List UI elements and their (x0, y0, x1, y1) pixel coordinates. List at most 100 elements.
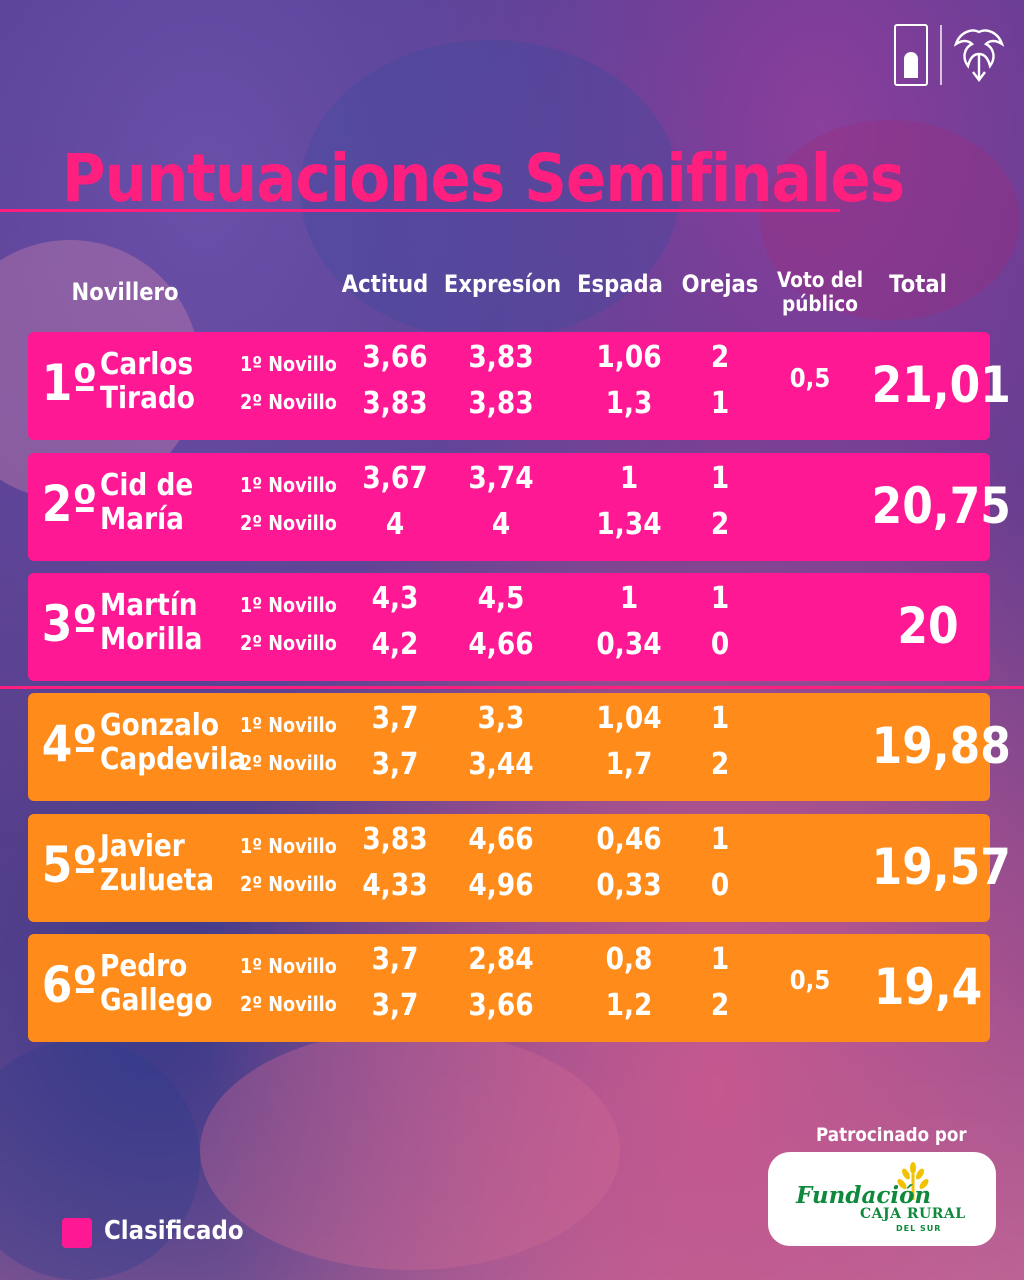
badge-logo-icon (894, 24, 928, 86)
header-logos (894, 24, 1005, 86)
ranking-row-6: 6º Pedro Gallego 1º Novillo 2º Novillo 3… (28, 934, 990, 1042)
expresion-1: 3,83 (468, 340, 534, 375)
novillero-name: Javier Zulueta (100, 830, 214, 898)
novillo-2-label: 2º Novillo (240, 511, 337, 535)
actitud-2: 3,7 (371, 988, 419, 1023)
espada-1: 0,8 (605, 942, 653, 977)
actitud-1: 3,67 (362, 461, 428, 496)
novillo-2-label: 2º Novillo (240, 631, 337, 655)
novillero-name: Martín Morilla (100, 589, 202, 657)
voto-publico: 0,5 (789, 966, 831, 996)
novillero-name: Carlos Tirado (100, 348, 195, 416)
sponsor-name-line1: Fundación (796, 1182, 932, 1209)
espada-1: 0,46 (596, 822, 662, 857)
first-name: Cid de (100, 468, 194, 503)
novillo-2-label: 2º Novillo (240, 390, 337, 414)
first-name: Carlos (100, 347, 194, 382)
novillo-1-label: 1º Novillo (240, 954, 337, 978)
expresion-1: 3,74 (468, 461, 534, 496)
actitud-2: 4 (385, 507, 405, 542)
wheat-icon (897, 1162, 929, 1200)
logo-divider (940, 25, 942, 85)
novillo-1-label: 1º Novillo (240, 352, 337, 376)
ranking-row-4: 4º Gonzalo Capdevila 1º Novillo 2º Novil… (28, 693, 1011, 801)
position-label: 3º (41, 595, 98, 653)
total-score: 19,88 (871, 717, 1011, 775)
background-shape (0, 1040, 200, 1280)
novillero-name: Cid de María (100, 469, 193, 537)
last-name: María (100, 502, 184, 537)
total-score: 19,4 (873, 958, 983, 1016)
page-title: Puntuaciones Semifinales (62, 140, 905, 217)
novillero-name: Pedro Gallego (100, 950, 213, 1018)
expresion-1: 3,3 (477, 701, 525, 736)
expresion-2: 4 (491, 507, 511, 542)
sponsor-label: Patrocinado por (816, 1124, 967, 1146)
orejas-2: 2 (710, 507, 730, 542)
espada-1: 1,04 (596, 701, 662, 736)
total-score: 19,57 (871, 838, 1011, 896)
ranking-row-3: 3º Martín Morilla 1º Novillo 2º Novillo … (28, 573, 990, 681)
novillo-1-label: 1º Novillo (240, 593, 337, 617)
header-orejas: Orejas (681, 270, 759, 298)
orejas-2: 1 (710, 386, 730, 421)
expresion-1: 2,84 (468, 942, 534, 977)
actitud-1: 3,7 (371, 701, 419, 736)
expresion-2: 4,66 (468, 627, 534, 662)
winged-crest-icon (953, 26, 1005, 84)
orejas-1: 1 (710, 461, 730, 496)
last-name: Morilla (100, 622, 203, 657)
header-novillero: Novillero (71, 278, 179, 306)
expresion-1: 4,5 (477, 581, 525, 616)
position-label: 1º (41, 354, 98, 412)
espada-2: 1,7 (605, 747, 653, 782)
first-name: Javier (100, 829, 185, 864)
position-label: 4º (41, 715, 98, 773)
actitud-2: 3,83 (362, 386, 428, 421)
voto-publico: 0,5 (789, 364, 831, 394)
novillo-1-label: 1º Novillo (240, 473, 337, 497)
background-shape (760, 120, 1020, 320)
orejas-1: 2 (710, 340, 730, 375)
expresion-2: 3,83 (468, 386, 534, 421)
sponsor-name-line3: DEL SUR (896, 1224, 942, 1233)
ranking-row-5: 5º Javier Zulueta 1º Novillo 2º Novillo … (28, 814, 1011, 922)
orejas-1: 1 (710, 701, 730, 736)
orejas-2: 2 (710, 988, 730, 1023)
first-name: Martín (100, 588, 198, 623)
espada-2: 0,33 (596, 868, 662, 903)
header-voto-line1: Voto del (776, 268, 864, 292)
background-shape (300, 40, 680, 340)
novillo-1-label: 1º Novillo (240, 834, 337, 858)
last-name: Zulueta (100, 863, 215, 898)
ranking-row-1: 1º Carlos Tirado 1º Novillo 2º Novillo 3… (28, 332, 1011, 440)
first-name: Gonzalo (100, 708, 219, 743)
espada-2: 1,2 (605, 988, 653, 1023)
novillo-2-label: 2º Novillo (240, 992, 337, 1016)
espada-2: 1,3 (605, 386, 653, 421)
orejas-2: 0 (710, 627, 730, 662)
novillo-1-label: 1º Novillo (240, 713, 337, 737)
title-underline (0, 209, 840, 212)
background-shape (200, 1030, 620, 1270)
total-score: 20,75 (871, 477, 1011, 535)
header-voto-line2: público (782, 292, 858, 316)
header-espada: Espada (577, 270, 663, 298)
novillo-2-label: 2º Novillo (240, 751, 337, 775)
espada-1: 1 (619, 461, 639, 496)
actitud-2: 4,33 (362, 868, 428, 903)
first-name: Pedro (100, 949, 188, 984)
last-name: Capdevila (100, 742, 247, 777)
expresion-2: 4,96 (468, 868, 534, 903)
last-name: Tirado (100, 381, 195, 416)
position-label: 5º (41, 836, 98, 894)
last-name: Gallego (100, 983, 213, 1018)
espada-1: 1 (619, 581, 639, 616)
total-score: 21,01 (871, 356, 1011, 414)
novillo-2-label: 2º Novillo (240, 872, 337, 896)
orejas-1: 1 (710, 822, 730, 857)
actitud-1: 3,7 (371, 942, 419, 977)
classification-cutoff-line (0, 686, 1024, 689)
actitud-2: 3,7 (371, 747, 419, 782)
espada-2: 0,34 (596, 627, 662, 662)
